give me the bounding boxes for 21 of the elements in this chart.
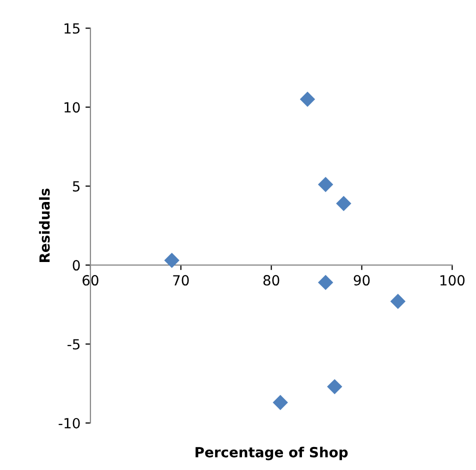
y-tick-label: -5	[68, 339, 80, 350]
x-axis-title: Percentage of Shop	[196, 446, 348, 460]
x-tick-label: 70	[173, 275, 189, 286]
point	[336, 196, 352, 212]
point	[300, 92, 316, 107]
point	[327, 379, 342, 394]
x-tick-label: 60	[82, 275, 98, 286]
y-tick-label: 15	[64, 23, 80, 34]
point	[164, 252, 180, 268]
y-axis-title: Residuals	[39, 188, 50, 262]
point	[390, 294, 406, 310]
y-tick-label: 0	[72, 260, 80, 271]
y-tick-label: 10	[64, 102, 80, 113]
point	[272, 394, 288, 410]
y-tick-label: 5	[72, 181, 80, 192]
y-tick-label: -10	[58, 418, 80, 428]
x-tick-label: 90	[354, 275, 370, 286]
point	[318, 176, 334, 192]
point	[318, 274, 334, 290]
x-tick-label: 80	[263, 275, 280, 286]
x-tick-label: 100	[440, 275, 465, 286]
